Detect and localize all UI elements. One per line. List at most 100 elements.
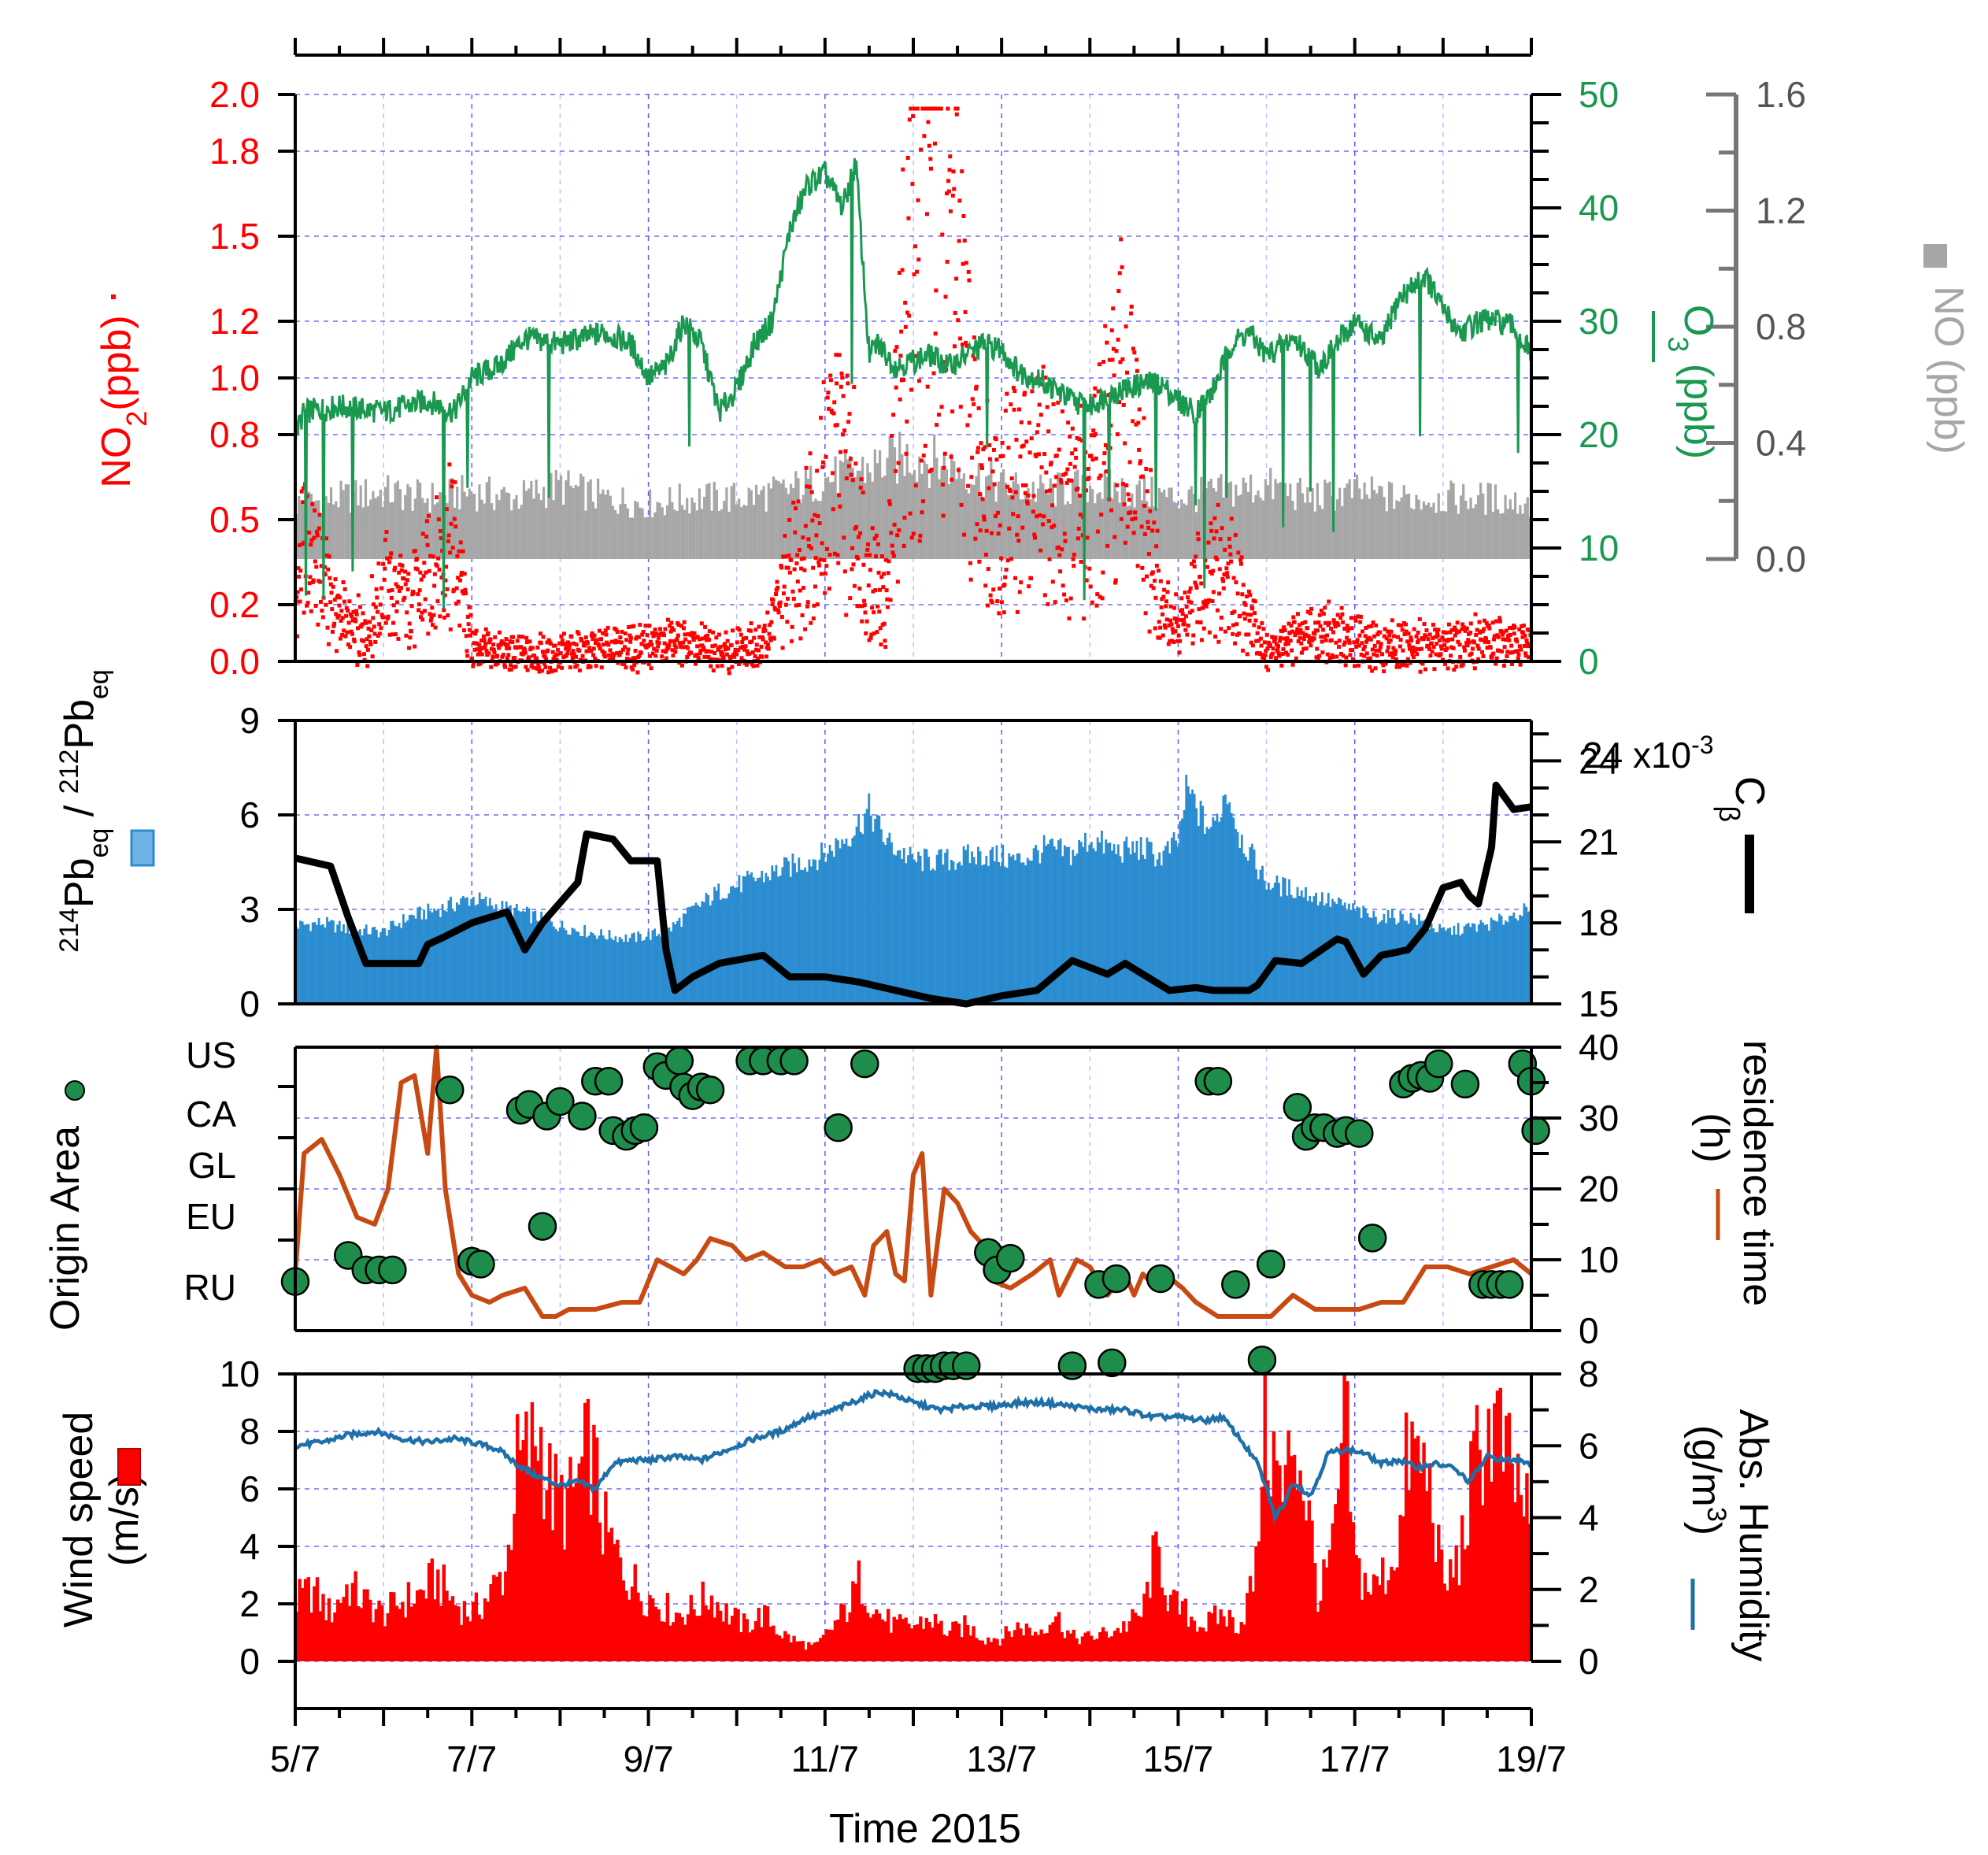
no2-point — [1510, 650, 1515, 654]
no2-point — [1283, 650, 1288, 655]
no2-point — [1172, 616, 1177, 620]
no2-point — [1238, 613, 1242, 618]
no-bar — [703, 496, 706, 559]
no2-point — [497, 630, 502, 635]
no2-point — [743, 644, 748, 649]
no2-point — [1105, 543, 1110, 548]
no2-point — [413, 644, 417, 649]
wind-bar — [875, 1609, 879, 1661]
no2-point — [1329, 638, 1334, 642]
no2-point — [798, 636, 803, 641]
no2-point — [377, 622, 382, 627]
no2-point — [915, 269, 920, 274]
no2-point — [958, 405, 963, 409]
no2-point — [1038, 548, 1043, 553]
no-bar — [302, 504, 305, 559]
no-bar — [772, 476, 776, 559]
no2-point — [966, 483, 971, 488]
ratio-bar — [752, 877, 755, 1004]
ratio-bar — [888, 832, 891, 1004]
no2-point — [665, 617, 670, 622]
no2-point — [1409, 649, 1414, 654]
no2-point — [1266, 668, 1271, 672]
no2-point — [310, 502, 315, 506]
no2-point — [1103, 442, 1108, 447]
ratio-bar — [999, 866, 1002, 1004]
no2-point — [624, 638, 629, 642]
no2-point — [725, 639, 730, 643]
no2-point — [456, 576, 461, 580]
no2-point — [1370, 668, 1375, 673]
wind-bar — [1334, 1504, 1338, 1661]
no2-point — [911, 114, 916, 119]
no2-point — [879, 554, 884, 558]
no2-point — [1434, 652, 1438, 657]
no2-point — [433, 625, 438, 630]
ratio-bar — [851, 838, 854, 1004]
wind-bar — [1068, 1633, 1073, 1661]
no2-point — [1375, 632, 1380, 637]
ratio-bar — [600, 929, 602, 1004]
ratio-bar — [544, 916, 547, 1004]
wind-bar — [483, 1598, 487, 1661]
wind-bar — [1013, 1630, 1017, 1661]
wind-bar — [1413, 1438, 1417, 1661]
no2-point — [330, 629, 335, 634]
ratio-bar — [690, 905, 694, 1004]
no2-point — [1134, 422, 1138, 427]
no2-point — [298, 599, 302, 604]
no2-point — [444, 507, 449, 512]
no2-point — [532, 654, 537, 658]
wind-bar — [327, 1598, 331, 1661]
ratio-bar — [1028, 860, 1031, 1004]
no2-point — [913, 244, 917, 249]
no2-point — [670, 648, 675, 653]
no-bar — [1476, 495, 1480, 559]
wind-bar — [827, 1629, 831, 1661]
no2-point — [1446, 638, 1451, 642]
no2-point — [925, 384, 930, 389]
no2-point — [305, 601, 310, 605]
no2-point — [529, 664, 534, 668]
ratio-bar — [954, 869, 957, 1004]
no-bar — [797, 478, 800, 559]
humidity-line — [294, 1388, 1533, 1524]
no2-point — [946, 179, 951, 183]
ratio-bar — [795, 872, 798, 1004]
no2-point — [631, 624, 636, 628]
no2-point — [336, 613, 341, 618]
no-bar — [1294, 509, 1297, 559]
ratio-bar — [1306, 901, 1309, 1004]
no2-point — [714, 635, 719, 640]
no2-point — [1198, 620, 1203, 625]
no2-point — [1042, 593, 1047, 598]
no2-point — [1148, 509, 1153, 513]
no2-point — [1064, 598, 1068, 603]
no2-point — [1146, 551, 1151, 556]
no2-point — [723, 642, 727, 646]
no2-point — [1468, 621, 1473, 626]
no2-point — [1252, 623, 1257, 628]
wind-bar — [1313, 1563, 1317, 1661]
no2-point — [1373, 666, 1378, 671]
no2-point — [1482, 627, 1486, 631]
no2-point — [882, 621, 887, 626]
no-bar — [831, 481, 835, 559]
no2-point — [764, 654, 768, 659]
no2-point — [431, 613, 436, 617]
ratio-bar — [1506, 921, 1509, 1004]
ratio-bar — [794, 863, 796, 1004]
ratio-bar — [1366, 913, 1369, 1004]
no2-point — [425, 542, 430, 547]
ratio-bar — [316, 924, 318, 1004]
no2-point — [407, 621, 412, 626]
wind-bar — [1104, 1631, 1109, 1661]
wind-bar — [645, 1616, 649, 1661]
wind-bar — [1278, 1465, 1282, 1661]
ratio-bar — [983, 864, 986, 1004]
no2-point — [1137, 407, 1142, 412]
no-bar — [1261, 500, 1264, 559]
no2-point — [1233, 641, 1238, 646]
no2-point — [409, 629, 413, 634]
no2-point — [1436, 628, 1441, 632]
